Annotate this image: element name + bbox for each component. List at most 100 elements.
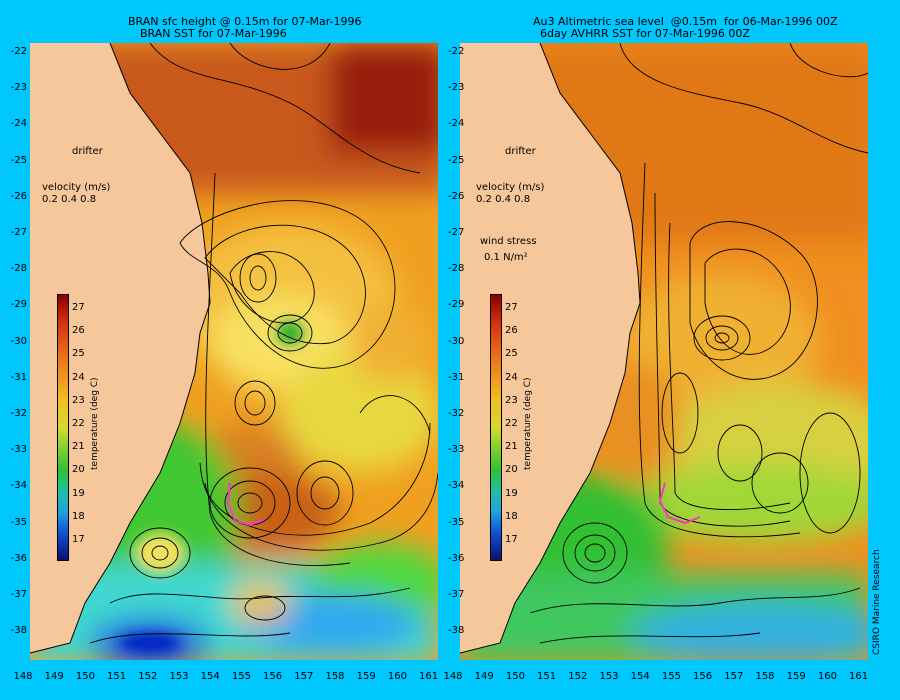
left-lon-tick: 161: [419, 671, 439, 682]
left-lon-tick: 160: [387, 671, 407, 682]
right-lat-tick: -28: [448, 263, 465, 275]
right-lon-tick: 154: [630, 671, 650, 682]
right-lat-tick: -29: [448, 299, 465, 311]
right-velocity-label: velocity (m/s): [476, 182, 545, 193]
right-colorbar-gradient: [490, 294, 502, 561]
right-velocity-values: 0.2 0.4 0.8: [476, 194, 531, 205]
right-title-line2: 6day AVHRR SST for 07-Mar-1996 00Z: [540, 27, 750, 40]
left-title-line1: BRAN sfc height @ 0.15m for 07-Mar-1996: [128, 15, 362, 28]
right-contours: [529, 43, 868, 644]
left-colorbar-title: temperature (deg C): [90, 377, 100, 470]
right-colorbar-title: temperature (deg C): [523, 377, 533, 470]
left-lon-tick: 152: [138, 671, 158, 682]
left-colorbar-tick: 19: [72, 487, 85, 499]
right-colorbar-tick: 21: [505, 441, 518, 453]
right-colorbar-tick: 27: [505, 302, 518, 313]
right-colorbar-tick: 25: [505, 348, 518, 360]
right-lat-tick: -34: [448, 480, 465, 492]
left-lat-tick: -38: [10, 625, 27, 637]
right-lat-tick: -32: [448, 408, 465, 419]
right-lon-tick: 149: [474, 671, 494, 682]
left-sst-field: [30, 43, 438, 660]
left-lon-tick: 153: [169, 671, 189, 682]
right-colorbar-tick: 24: [505, 371, 518, 383]
right-lon-tick: 148: [443, 671, 463, 682]
left-lat-tick: -26: [10, 190, 27, 202]
left-lon-tick: 158: [325, 671, 345, 682]
left-colorbar-tick: 26: [72, 325, 85, 337]
right-lon-tick: 161: [849, 671, 869, 682]
left-lat-tick: -29: [10, 299, 27, 311]
right-title-line1: Au3 Altimetric sea level @0.15m for 06-M…: [533, 15, 838, 28]
left-lat-tick: -34: [10, 480, 27, 492]
right-lat-tick: -30: [448, 335, 465, 347]
left-coastline: [30, 43, 211, 654]
left-contours: [89, 43, 438, 644]
credit-text: CSIRO Marine Research: [872, 549, 882, 655]
right-lon-tick: 158: [755, 671, 775, 682]
right-drifter-label: drifter: [505, 146, 536, 157]
left-colorbar-tick: 23: [72, 394, 85, 406]
left-lon-tick: 156: [263, 671, 283, 682]
right-lon-tick: 156: [693, 671, 713, 682]
left-lat-tick: -33: [10, 444, 27, 456]
right-lat-tick: -37: [448, 589, 465, 600]
right-drifter-track: [658, 482, 701, 525]
right-lon-tick: 150: [505, 671, 525, 682]
right-lat-tick: -24: [448, 118, 465, 130]
right-colorbar-tick: 20: [505, 464, 518, 476]
right-lat-tick: -38: [448, 625, 465, 637]
right-map-panel: [460, 43, 868, 660]
left-colorbar-tick: 24: [72, 371, 85, 383]
left-colorbar-gradient: [57, 294, 69, 561]
right-coastline: [460, 43, 641, 654]
left-lat-tick: -35: [10, 516, 27, 528]
right-lat-tick: -27: [448, 227, 465, 238]
left-lat-tick: -22: [10, 46, 27, 57]
right-colorbar-tick: 19: [505, 487, 518, 499]
right-sst-field: [460, 43, 868, 660]
right-lon-tick: 160: [817, 671, 837, 682]
right-lat-tick: -25: [448, 154, 465, 166]
right-lat-tick: -35: [448, 516, 465, 528]
right-lat-tick: -36: [448, 552, 465, 564]
left-lon-tick: 148: [13, 671, 33, 682]
right-lat-tick: -31: [448, 371, 465, 383]
left-lat-tick: -24: [10, 118, 27, 130]
left-lat-tick: -25: [10, 154, 27, 166]
left-lat-tick: -31: [10, 371, 27, 383]
right-lon-tick: 153: [599, 671, 619, 682]
right-colorbar-tick: 22: [505, 418, 518, 429]
left-velocity-label: velocity (m/s): [42, 182, 111, 193]
right-lat-tick: -26: [448, 190, 465, 202]
left-title-line2: BRAN SST for 07-Mar-1996: [140, 27, 287, 40]
right-colorbar-tick: 23: [505, 394, 518, 406]
left-colorbar-tick: 18: [72, 510, 85, 522]
left-map-svg: [30, 43, 438, 660]
right-lon-tick: 155: [661, 671, 681, 682]
left-colorbar-tick: 22: [72, 418, 85, 429]
left-colorbar-tick: 25: [72, 348, 85, 360]
right-map-svg: [460, 43, 868, 660]
left-lat-tick: -28: [10, 263, 27, 275]
left-lon-tick: 151: [107, 671, 127, 682]
left-drifter-track: [226, 482, 266, 527]
left-colorbar-tick: 21: [72, 441, 85, 453]
right-lat-tick: -22: [448, 46, 465, 57]
left-lon-tick: 149: [44, 671, 64, 682]
right-lon-tick: 152: [568, 671, 588, 682]
left-colorbar-tick: 17: [72, 534, 85, 545]
left-lon-tick: 154: [200, 671, 220, 682]
right-wind-value: 0.1 N/m²: [484, 252, 528, 263]
left-drifter-label: drifter: [72, 146, 103, 157]
left-lat-tick: -30: [10, 335, 27, 347]
right-lat-tick: -23: [448, 82, 465, 94]
left-velocity-values: 0.2 0.4 0.8: [42, 194, 97, 205]
right-lon-tick: 157: [724, 671, 744, 682]
left-lat-tick: -37: [10, 589, 27, 600]
right-lon-tick: 159: [786, 671, 806, 682]
left-lon-tick: 155: [231, 671, 251, 682]
right-wind-label: wind stress: [480, 236, 537, 247]
left-lon-tick: 159: [356, 671, 376, 682]
left-lon-tick: 157: [294, 671, 314, 682]
